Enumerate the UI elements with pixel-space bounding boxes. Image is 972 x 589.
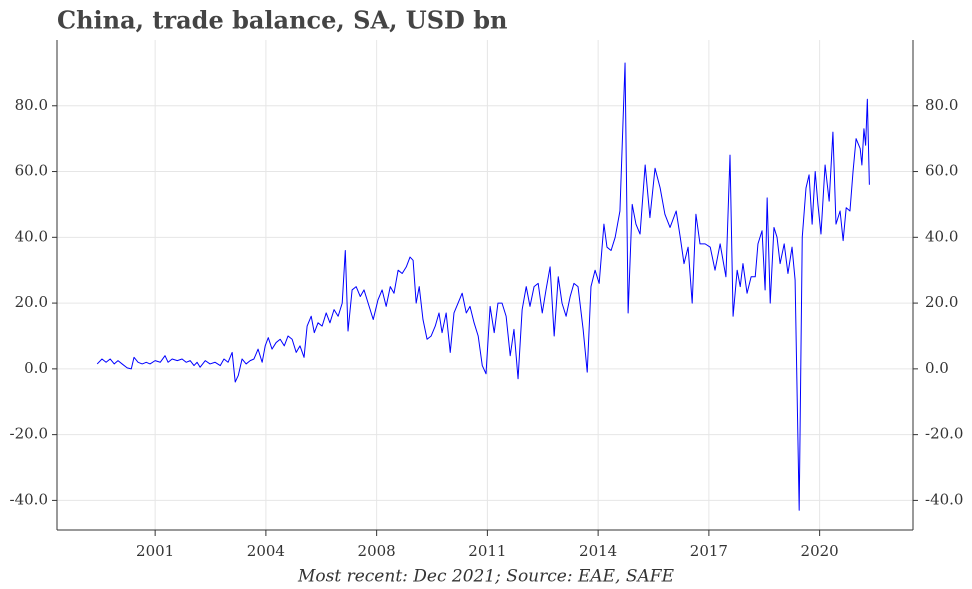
x-tick-label: 2001 bbox=[136, 542, 174, 560]
y2-tick-label: -20.0 bbox=[925, 425, 963, 443]
x-tick-label: 2008 bbox=[358, 542, 396, 560]
x-tick-label: 2017 bbox=[690, 542, 728, 560]
footnote: Most recent: Dec 2021; Source: EAE, SAFE bbox=[297, 567, 675, 587]
y2-tick-label: 60.0 bbox=[925, 162, 958, 180]
y2-tick-label: 80.0 bbox=[925, 96, 958, 114]
y-tick-label: 80.0 bbox=[15, 96, 48, 114]
x-tick-label: 2004 bbox=[247, 542, 285, 560]
x-tick-label: 2011 bbox=[468, 542, 506, 560]
y2-tick-label: 0.0 bbox=[925, 359, 949, 377]
y-tick-label: 60.0 bbox=[15, 162, 48, 180]
y-tick-label: 40.0 bbox=[15, 227, 48, 245]
x-tick-label: 2014 bbox=[579, 542, 617, 560]
x-tick-label: 2020 bbox=[801, 542, 839, 560]
y-tick-label: 0.0 bbox=[24, 359, 48, 377]
y-tick-label: -40.0 bbox=[10, 490, 48, 508]
data-line bbox=[96, 62, 870, 511]
y-tick-label: 20.0 bbox=[15, 293, 48, 311]
y2-tick-label: 40.0 bbox=[925, 227, 958, 245]
chart-title: China, trade balance, SA, USD bn bbox=[57, 6, 507, 35]
y2-tick-label: -40.0 bbox=[925, 490, 963, 508]
y-tick-label: -20.0 bbox=[10, 425, 48, 443]
y2-tick-label: 20.0 bbox=[925, 293, 958, 311]
